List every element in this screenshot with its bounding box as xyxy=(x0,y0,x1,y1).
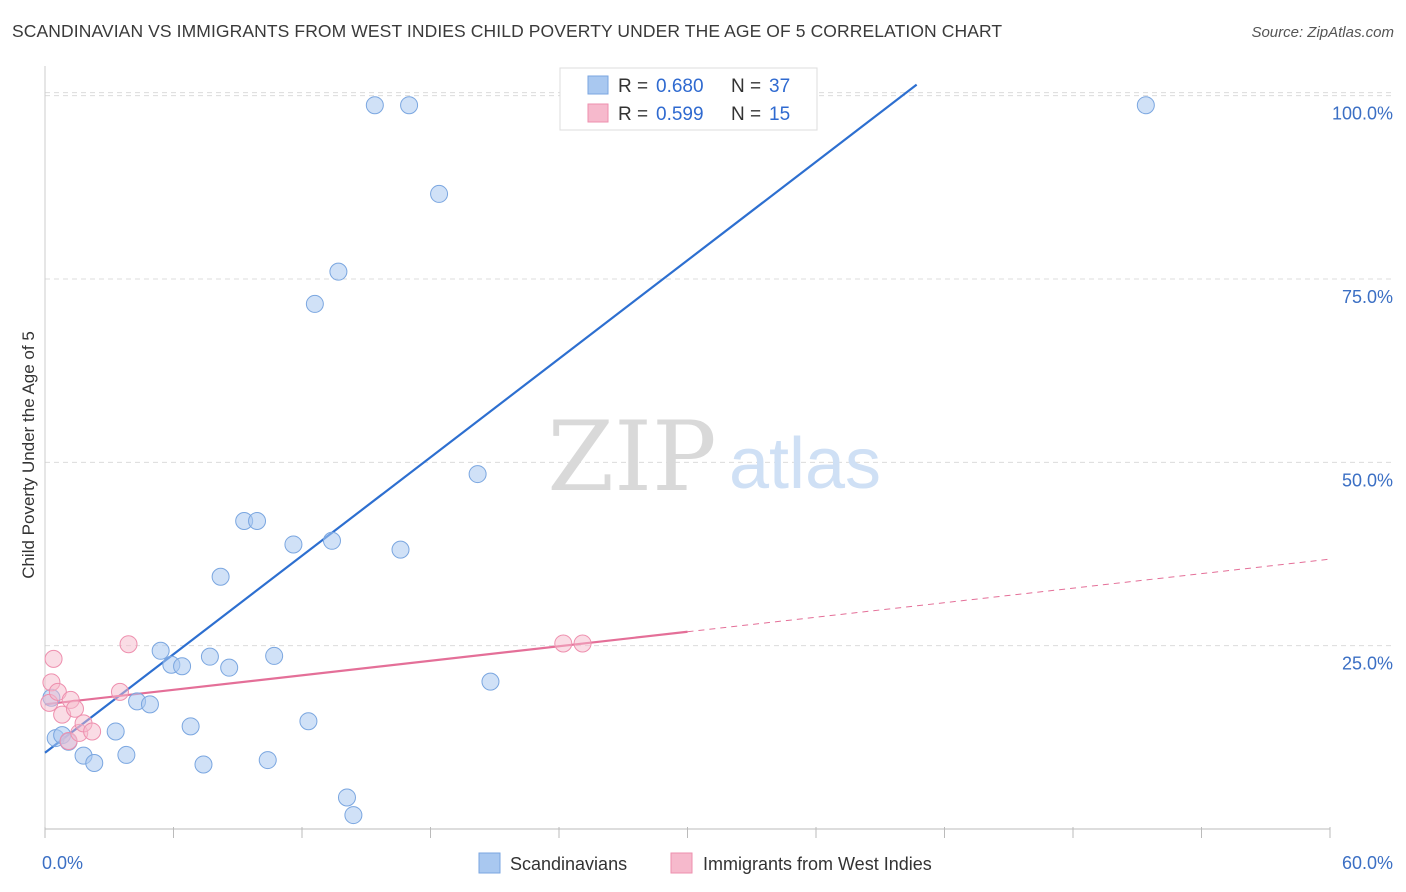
watermark: ZIP atlas xyxy=(547,401,881,513)
scandinavians-point-20 xyxy=(258,751,277,770)
scandinavians-point-26 xyxy=(329,262,348,281)
y-tick-label-1: 50.0% xyxy=(1342,470,1393,490)
legend-r-label-2: R = xyxy=(618,104,648,125)
grid-lines xyxy=(45,92,1395,647)
scandinavians-point-10 xyxy=(151,641,170,660)
source-label: Source: ZipAtlas.com xyxy=(1251,24,1394,41)
legend-n-label-2: N = xyxy=(731,104,761,125)
series-label-west-indies: Immigrants from West Indies xyxy=(703,854,932,874)
west-indies-trendline-dashed xyxy=(687,558,1331,633)
scandinavians-point-36 xyxy=(1136,96,1155,115)
west-indies-point-3 xyxy=(48,682,67,701)
scandinavians-trendline-solid xyxy=(44,83,918,754)
legend: R = 0.680 N = 37 R = 0.599 N = 15 xyxy=(559,67,818,131)
scandinavians-point-34 xyxy=(481,672,500,691)
scandinavians-point-32 xyxy=(430,184,449,203)
scandinavians-point-24 xyxy=(305,294,324,313)
west-indies-point-2 xyxy=(44,649,63,668)
west-indies-point-11 xyxy=(110,682,129,701)
legend-n-value-1: 37 xyxy=(769,76,790,97)
legend-swatch-west-indies xyxy=(587,103,609,123)
scandinavians-point-16 xyxy=(211,567,230,586)
scandinavians-point-7 xyxy=(117,745,136,764)
legend-r-value-2: 0.599 xyxy=(656,104,704,125)
west-indies-point-10 xyxy=(83,722,102,741)
legend-r-label-1: R = xyxy=(618,76,648,97)
west-indies-point-7 xyxy=(65,699,84,718)
y-tick-labels: 25.0% 50.0% 75.0% 100.0% xyxy=(1332,104,1393,674)
y-tick-label-3: 100.0% xyxy=(1332,104,1393,124)
series-swatch-west-indies xyxy=(670,852,693,874)
scandinavians-point-17 xyxy=(220,658,239,677)
y-tick-label-2: 75.0% xyxy=(1342,287,1393,307)
scandinavians-point-23 xyxy=(299,712,318,731)
chart-title: SCANDINAVIAN VS IMMIGRANTS FROM WEST IND… xyxy=(12,21,1003,41)
y-axis-label: Child Poverty Under the Age of 5 xyxy=(19,331,38,579)
watermark-atlas: atlas xyxy=(729,424,881,504)
x-tick-label-1: 60.0% xyxy=(1342,853,1393,873)
west-indies-point-13 xyxy=(554,634,573,653)
scandinavians-point-6 xyxy=(106,722,125,741)
x-tick-labels: 0.0% 60.0% xyxy=(42,853,1393,873)
scandinavians-point-19 xyxy=(248,512,267,530)
scandinavians-point-22 xyxy=(284,535,303,554)
x-tick-label-0: 0.0% xyxy=(42,853,83,873)
legend-r-value-1: 0.680 xyxy=(656,76,704,97)
watermark-zip: ZIP xyxy=(547,401,716,513)
scandinavians-point-29 xyxy=(365,96,384,115)
scandinavians-point-13 xyxy=(181,717,200,736)
scandinavians-point-9 xyxy=(140,695,159,714)
scandinavians-point-30 xyxy=(391,540,410,559)
west-indies-point-14 xyxy=(573,634,592,653)
series-label-scandinavians: Scandinavians xyxy=(510,854,627,874)
scandinavians-point-31 xyxy=(400,96,419,115)
scandinavians-point-25 xyxy=(322,531,341,550)
series-legend: Scandinavians Immigrants from West Indie… xyxy=(478,852,932,874)
scandinavians-point-5 xyxy=(85,754,104,772)
scandinavians-point-14 xyxy=(194,755,213,774)
y-tick-label-0: 25.0% xyxy=(1342,654,1393,674)
legend-n-value-2: 15 xyxy=(769,104,790,125)
scandinavians-point-15 xyxy=(200,647,219,666)
west-indies-point-12 xyxy=(119,635,138,654)
scandinavians-point-21 xyxy=(265,646,284,665)
scandinavians-point-33 xyxy=(468,465,487,484)
series-swatch-scandinavians xyxy=(478,852,501,874)
scandinavians-point-12 xyxy=(173,657,192,676)
data-points xyxy=(40,96,1155,825)
legend-swatch-scandinavians xyxy=(587,75,609,95)
scandinavians-point-27 xyxy=(337,788,356,807)
legend-n-label-1: N = xyxy=(731,76,761,97)
scandinavians-point-28 xyxy=(344,806,363,825)
